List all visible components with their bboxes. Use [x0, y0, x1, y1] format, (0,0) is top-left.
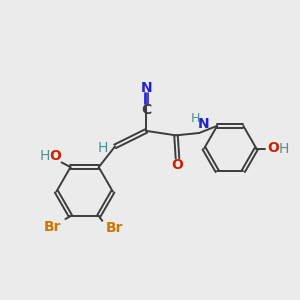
- Text: H: H: [191, 112, 200, 125]
- Text: H: H: [98, 141, 108, 155]
- Text: H: H: [279, 142, 289, 156]
- Text: Br: Br: [44, 220, 62, 234]
- Text: O: O: [172, 158, 183, 172]
- Text: N: N: [140, 81, 152, 95]
- Text: O: O: [267, 141, 279, 154]
- Text: O: O: [49, 149, 61, 164]
- Text: N: N: [197, 117, 209, 131]
- Text: H: H: [39, 149, 50, 163]
- Text: C: C: [141, 103, 152, 117]
- Text: Br: Br: [106, 221, 123, 235]
